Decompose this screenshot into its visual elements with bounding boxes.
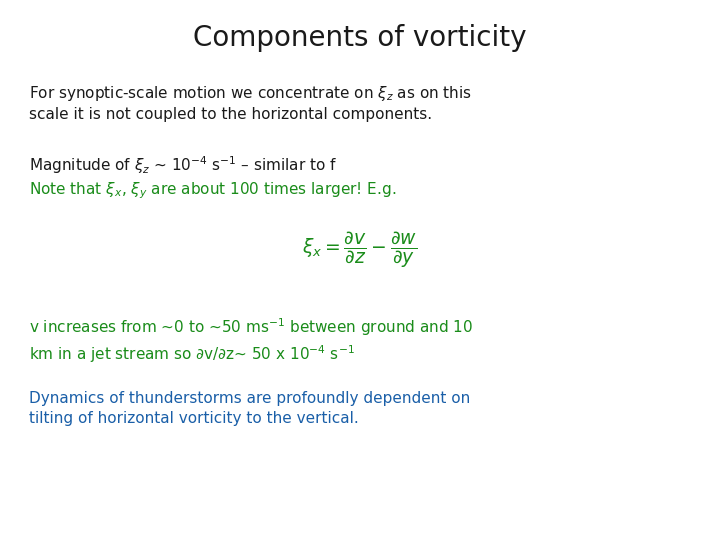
Text: For synoptic-scale motion we concentrate on $\xi_z$ as on this
scale it is not c: For synoptic-scale motion we concentrate… bbox=[29, 84, 472, 122]
Text: Note that $\xi_x$, $\xi_y$ are about 100 times larger! E.g.: Note that $\xi_x$, $\xi_y$ are about 100… bbox=[29, 181, 396, 201]
Text: Dynamics of thunderstorms are profoundly dependent on
tilting of horizontal vort: Dynamics of thunderstorms are profoundly… bbox=[29, 392, 470, 426]
Text: Magnitude of $\xi_z$ ~ 10$^{-4}$ s$^{-1}$ – similar to f: Magnitude of $\xi_z$ ~ 10$^{-4}$ s$^{-1}… bbox=[29, 154, 337, 176]
Text: v increases from ~0 to ~50 ms$^{-1}$ between ground and 10
km in a jet stream so: v increases from ~0 to ~50 ms$^{-1}$ bet… bbox=[29, 316, 473, 365]
Text: $\xi_x = \dfrac{\partial v}{\partial z} - \dfrac{\partial w}{\partial y}$: $\xi_x = \dfrac{\partial v}{\partial z} … bbox=[302, 230, 418, 271]
Text: Components of vorticity: Components of vorticity bbox=[193, 24, 527, 52]
